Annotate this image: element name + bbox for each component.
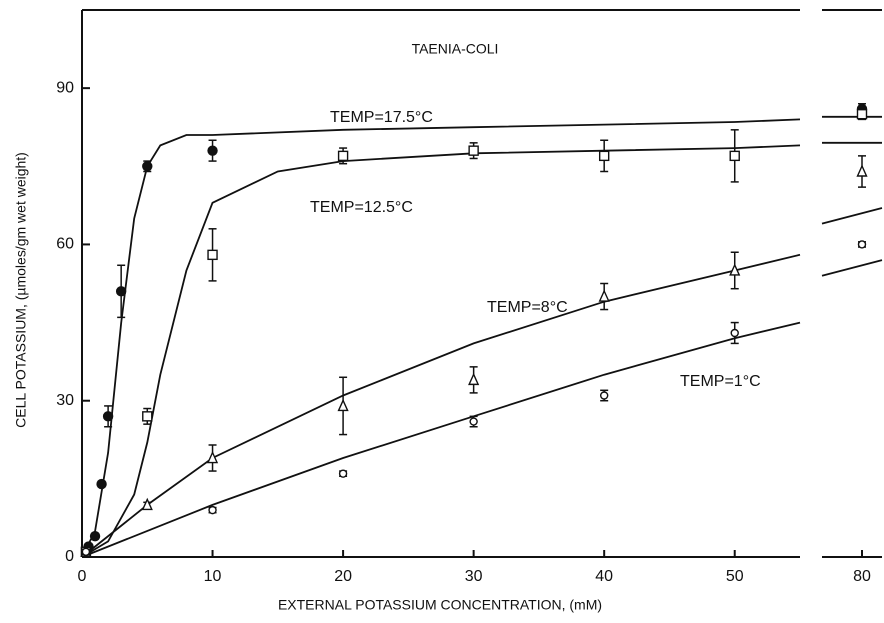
marker: [208, 505, 217, 515]
fit-curve: [81, 259, 883, 558]
marker: [599, 391, 609, 400]
marker: [141, 497, 153, 511]
marker: [337, 398, 349, 412]
marker: [469, 417, 478, 426]
marker: [468, 372, 480, 386]
marker: [338, 469, 348, 478]
marker: [856, 164, 868, 177]
chart-title: TAENIA-COLI: [412, 41, 499, 57]
y-tick-label: 0: [65, 548, 74, 565]
marker: [207, 145, 218, 156]
marker: [81, 547, 91, 556]
y-tick-label: 60: [56, 236, 74, 253]
x-tick-label: 40: [595, 568, 613, 585]
marker: [730, 328, 739, 338]
y-axis-label: CELL POTASSIUM, (µmoles/gm wet weight): [13, 152, 29, 428]
curve-label: TEMP=17.5°C: [330, 109, 433, 126]
curve-label: TEMP=8°C: [487, 299, 568, 316]
y-tick-label: 90: [56, 79, 74, 96]
x-axis-label: EXTERNAL POTASSIUM CONCENTRATION, (mM): [278, 597, 602, 613]
x-tick-label: 50: [726, 568, 744, 585]
y-tick-label: 30: [56, 392, 74, 409]
x-tick-label: 0: [78, 568, 87, 585]
marker: [96, 478, 107, 490]
marker: [598, 150, 610, 162]
x-tick-label: 30: [465, 568, 483, 585]
curve-label: TEMP=1°C: [680, 373, 761, 390]
marker: [206, 450, 219, 464]
marker: [142, 411, 153, 422]
marker: [89, 530, 101, 542]
marker: [856, 108, 868, 120]
fit-curve: [81, 115, 882, 558]
marker: [142, 161, 153, 172]
fit-curve: [81, 141, 882, 558]
fit-curve: [81, 207, 883, 558]
x-tick-label: 80: [853, 568, 871, 585]
marker: [102, 411, 114, 422]
marker: [857, 240, 867, 249]
marker: [207, 249, 218, 261]
x-tick-label: 10: [204, 568, 222, 585]
marker: [468, 145, 479, 156]
marker: [729, 150, 740, 162]
marker: [337, 150, 349, 162]
marker: [598, 289, 610, 302]
x-tick-label: 20: [334, 568, 352, 585]
marker: [115, 286, 127, 297]
curve-label: TEMP=12.5°C: [310, 199, 413, 216]
marker: [729, 263, 741, 276]
